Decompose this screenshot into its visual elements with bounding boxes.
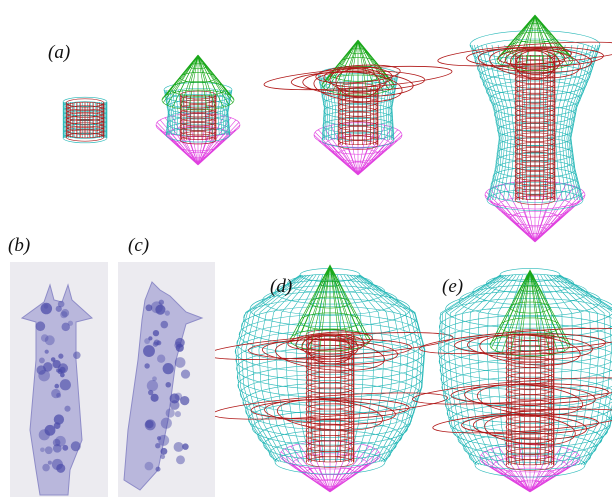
cell-cluster [45,335,55,345]
cell-cluster [45,446,53,454]
cell-cluster [143,345,155,357]
cell-cluster [56,306,62,312]
cell-cluster [176,455,185,464]
cell-cluster [160,448,167,455]
cell-cluster [43,362,52,371]
cell-cluster [39,358,45,364]
cell-cluster [155,443,160,448]
cell-cluster [58,354,63,359]
cell-cluster [55,436,66,447]
cell-cluster [144,363,149,368]
cell-cluster [157,436,161,440]
cell-cluster [36,321,46,331]
panel-label: (e) [442,276,463,297]
cell-cluster [68,321,73,326]
cell-cluster [153,342,158,347]
cell-cluster [165,382,171,388]
cell-cluster [39,429,50,440]
cell-cluster [45,350,49,354]
cell-cluster [163,363,174,374]
mesh [66,99,104,141]
cell-cluster [175,411,181,417]
cell-cluster [181,369,190,378]
cell-cluster [152,376,157,381]
cell-cluster [148,390,153,395]
models [10,15,612,497]
cell-cluster [56,464,65,473]
cell-cluster [64,406,70,412]
cell-cluster [147,380,158,391]
cell-cluster [42,464,50,472]
cell-cluster [71,441,81,451]
cell-cluster [145,462,154,471]
cell-cluster [48,461,52,465]
cell-cluster [151,301,163,313]
cell-cluster [182,443,189,450]
cell-cluster [155,467,160,472]
cell-cluster [175,357,186,368]
cell-cluster [174,442,184,452]
figure: (a) (b) (c) (d) (e) [0,0,612,499]
cell-cluster [52,360,60,368]
cell-cluster [176,344,184,352]
cell-cluster [60,311,67,318]
cell-cluster [165,310,170,315]
cone [162,55,234,110]
cell-cluster [51,389,60,398]
cell-cluster [153,330,159,336]
cell-cluster [54,414,64,424]
cell-cluster [160,321,168,329]
cell-cluster [148,336,152,340]
cell-cluster [40,447,45,452]
panel-label: (a) [48,42,70,63]
panel-label: (d) [270,276,292,297]
cell-cluster [161,418,172,429]
panel-label: (c) [128,235,149,256]
panel-label: (b) [8,235,30,256]
cell-cluster [157,355,165,363]
cell-cluster [166,408,175,417]
cell-cluster [170,393,180,403]
cell-cluster [73,351,81,359]
cell-cluster [58,369,63,374]
cell-cluster [160,454,165,459]
cell-cluster [60,379,71,390]
cell-cluster [54,384,59,389]
cell-cluster [44,304,49,309]
cell-cluster [145,420,153,428]
